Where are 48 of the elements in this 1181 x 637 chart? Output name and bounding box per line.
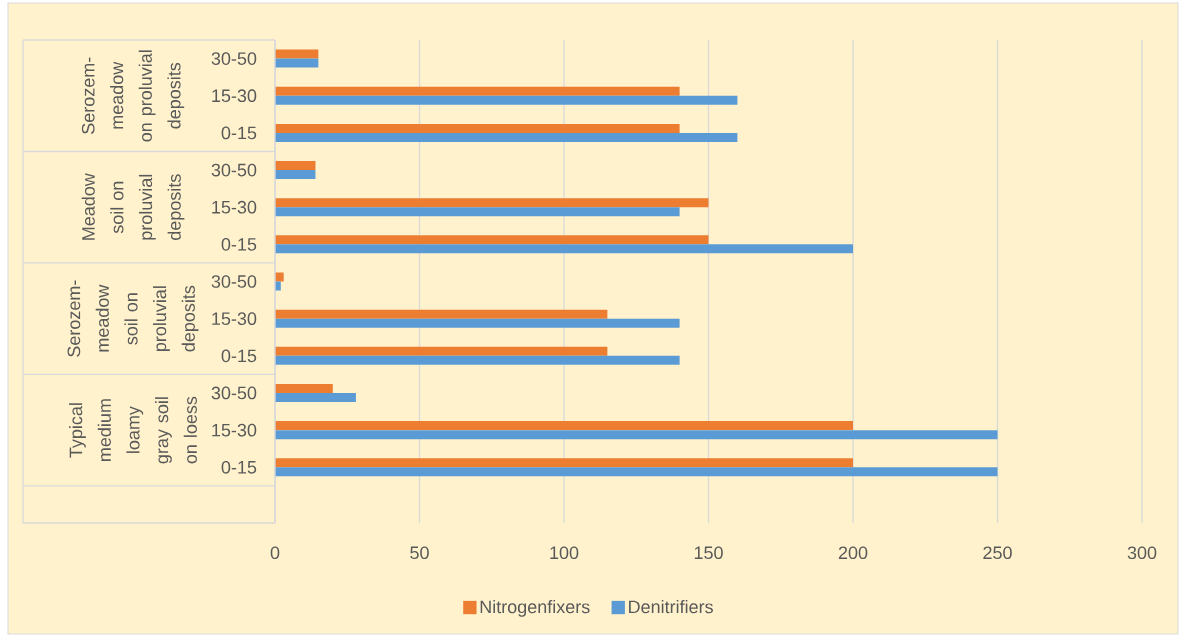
bar bbox=[275, 207, 680, 217]
y-tick-label: 30-50 bbox=[211, 275, 257, 288]
bar bbox=[275, 392, 356, 402]
text: Meadow soil on proluvial deposits bbox=[81, 173, 185, 240]
x-tick-label: 300 bbox=[1127, 546, 1157, 560]
x-tick-label: 250 bbox=[983, 546, 1012, 560]
bar bbox=[275, 318, 680, 328]
bar bbox=[275, 49, 319, 59]
y-tick-label: 30-50 bbox=[211, 386, 257, 400]
y-tick-label: 0-15 bbox=[221, 237, 257, 251]
x-tick-label: 150 bbox=[694, 546, 723, 560]
bar bbox=[275, 58, 319, 68]
y-tick-label: 30-50 bbox=[211, 52, 257, 65]
y-tick-label: 15-30 bbox=[212, 200, 257, 214]
x-tick-label: 100 bbox=[550, 546, 579, 560]
bar bbox=[275, 355, 680, 365]
y-tick-label: 0-15 bbox=[221, 349, 257, 363]
y-tick-label: 15-30 bbox=[212, 312, 257, 326]
bar bbox=[275, 86, 680, 96]
bar bbox=[275, 132, 738, 142]
x-tick-label: 0 bbox=[270, 546, 280, 560]
text: Serozem-meadow on proluvial deposits bbox=[81, 50, 185, 142]
bar bbox=[275, 458, 854, 468]
legend-label: Nitrogenfixers bbox=[480, 600, 590, 617]
legend-label: Denitrifiers bbox=[629, 600, 713, 614]
bar bbox=[275, 161, 316, 171]
bar bbox=[275, 170, 316, 180]
y-tick-label: 15-30 bbox=[212, 89, 257, 103]
y-tick-label: 30-50 bbox=[211, 163, 257, 177]
bar bbox=[275, 235, 709, 245]
text: Typical medium loamy gray soil on loess bbox=[69, 396, 197, 464]
bar bbox=[275, 95, 738, 105]
bar bbox=[275, 198, 709, 208]
bar bbox=[275, 244, 854, 254]
text: Serozem-meadow soil on proluvial deposits bbox=[67, 280, 199, 357]
y-tick-label: 0-15 bbox=[221, 126, 257, 140]
bar bbox=[275, 272, 284, 282]
bar bbox=[275, 346, 608, 356]
y-tick-label: 0-15 bbox=[221, 460, 257, 474]
bar bbox=[275, 430, 998, 440]
bar bbox=[275, 123, 680, 133]
x-tick-label: 50 bbox=[410, 546, 429, 560]
bar bbox=[275, 467, 998, 477]
bar bbox=[275, 421, 854, 431]
bar bbox=[275, 309, 608, 319]
bar bbox=[275, 383, 333, 393]
x-tick-label: 200 bbox=[838, 546, 868, 560]
y-tick-label: 15-30 bbox=[212, 423, 257, 437]
